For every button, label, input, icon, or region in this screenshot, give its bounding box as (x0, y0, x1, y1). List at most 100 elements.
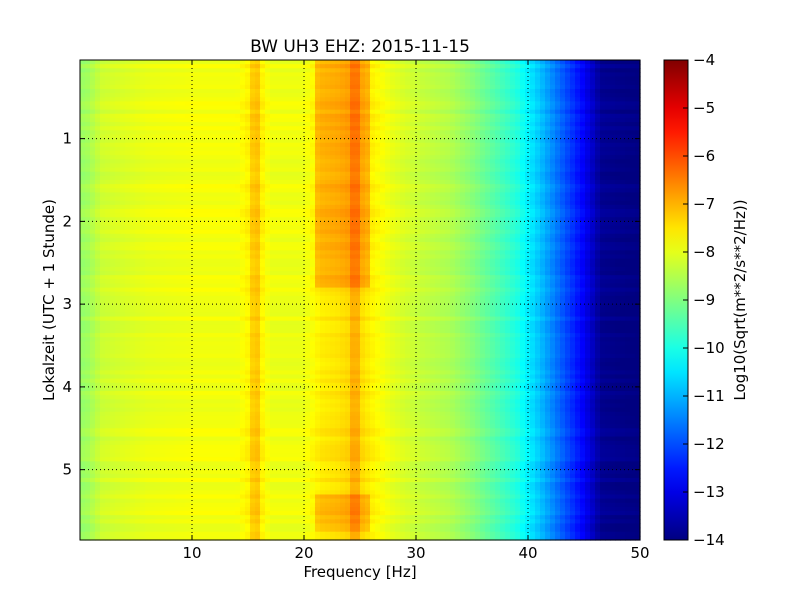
heatmap-cell (560, 233, 566, 239)
heatmap-cell (245, 208, 251, 214)
heatmap-cell (565, 146, 571, 152)
heatmap-cell (390, 217, 396, 222)
heatmap-cell (335, 175, 341, 181)
heatmap-cell (360, 126, 366, 131)
heatmap-cell (635, 213, 641, 218)
heatmap-cell (115, 233, 121, 239)
heatmap-cell (150, 64, 156, 69)
heatmap-cell (435, 93, 441, 98)
heatmap-cell (250, 138, 256, 144)
heatmap-cell (255, 146, 261, 152)
heatmap-cell (555, 225, 561, 231)
heatmap-cell (280, 146, 286, 152)
heatmap-cell (95, 159, 101, 165)
heatmap-cell (165, 113, 171, 119)
heatmap-cell (275, 113, 281, 119)
heatmap-cell (575, 192, 581, 198)
heatmap-cell (335, 200, 341, 206)
heatmap-cell (610, 60, 616, 65)
heatmap-cell (305, 204, 311, 210)
heatmap-cell (440, 138, 446, 144)
heatmap-cell (485, 142, 491, 148)
heatmap-cell (610, 88, 616, 94)
heatmap-cell (415, 192, 421, 198)
heatmap-cell (105, 221, 111, 227)
heatmap-cell (325, 167, 331, 173)
heatmap-cell (470, 84, 476, 90)
heatmap-cell (460, 80, 466, 86)
heatmap-cell (165, 163, 171, 169)
heatmap-cell (145, 126, 151, 131)
heatmap-cell (595, 208, 601, 214)
heatmap-cell (350, 159, 356, 165)
heatmap-cell (585, 180, 591, 185)
heatmap-cell (420, 184, 426, 189)
heatmap-cell (330, 225, 336, 231)
heatmap-cell (310, 64, 316, 69)
heatmap-cell (435, 142, 441, 148)
heatmap-cell (315, 229, 321, 235)
heatmap-cell (335, 130, 341, 136)
heatmap-cell (365, 242, 371, 247)
heatmap-cell (455, 93, 461, 98)
heatmap-cell (505, 109, 511, 115)
heatmap-cell (535, 208, 541, 214)
heatmap-cell (215, 72, 221, 78)
heatmap-cell (220, 163, 226, 169)
heatmap-cell (405, 109, 411, 115)
heatmap-cell (330, 88, 336, 94)
heatmap-cell (180, 188, 186, 194)
heatmap-cell (480, 146, 486, 152)
heatmap-cell (145, 72, 151, 78)
heatmap-cell (245, 159, 251, 165)
heatmap-cell (225, 217, 231, 222)
heatmap-cell (550, 221, 556, 227)
heatmap-cell (455, 204, 461, 210)
heatmap-cell (555, 167, 561, 173)
heatmap-cell (185, 233, 191, 239)
heatmap-cell (385, 155, 391, 160)
heatmap-cell (345, 117, 351, 123)
heatmap-cell (140, 68, 146, 74)
heatmap-cell (425, 88, 431, 94)
heatmap-cell (605, 208, 611, 214)
heatmap-cell (225, 68, 231, 74)
heatmap-cell (130, 101, 136, 107)
heatmap-cell (155, 221, 161, 227)
heatmap-cell (415, 151, 421, 156)
heatmap-cell (480, 200, 486, 206)
heatmap-cell (395, 167, 401, 173)
heatmap-cell (590, 217, 596, 222)
heatmap-cell (370, 76, 376, 82)
heatmap-cell (585, 159, 591, 165)
heatmap-cell (255, 105, 261, 111)
heatmap-cell (500, 188, 506, 194)
heatmap-cell (475, 146, 481, 152)
heatmap-cell (115, 68, 121, 74)
heatmap-cell (190, 213, 196, 218)
heatmap-cell (625, 76, 631, 82)
heatmap-cell (600, 155, 606, 160)
heatmap-cell (510, 146, 516, 152)
heatmap-cell (270, 200, 276, 206)
heatmap-cell (615, 88, 621, 94)
heatmap-cell (290, 233, 296, 239)
heatmap-cell (310, 188, 316, 194)
heatmap-cell (610, 233, 616, 239)
heatmap-cell (505, 80, 511, 86)
heatmap-cell (395, 200, 401, 206)
heatmap-cell (250, 180, 256, 185)
heatmap-cell (325, 138, 331, 144)
heatmap-cell (315, 221, 321, 227)
heatmap-cell (595, 213, 601, 218)
heatmap-cell (460, 225, 466, 231)
heatmap-cell (420, 225, 426, 231)
heatmap-cell (440, 84, 446, 90)
heatmap-cell (180, 200, 186, 206)
heatmap-cell (85, 200, 91, 206)
heatmap-cell (410, 80, 416, 86)
heatmap-cell (240, 151, 246, 156)
heatmap-cell (575, 80, 581, 86)
heatmap-cell (430, 113, 436, 119)
heatmap-cell (495, 225, 501, 231)
